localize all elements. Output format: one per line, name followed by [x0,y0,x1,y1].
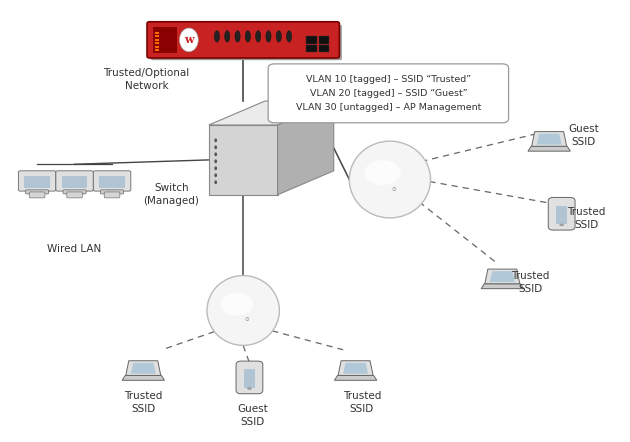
Text: ⊙: ⊙ [392,187,396,192]
Ellipse shape [214,145,217,149]
Polygon shape [122,375,164,380]
FancyBboxPatch shape [56,171,93,191]
Polygon shape [490,271,515,282]
Ellipse shape [350,141,430,218]
Ellipse shape [245,30,251,42]
Ellipse shape [276,30,282,42]
Text: Guest
SSID: Guest SSID [237,404,268,427]
FancyBboxPatch shape [268,64,508,123]
Ellipse shape [364,160,401,185]
FancyBboxPatch shape [151,25,342,60]
FancyBboxPatch shape [154,32,159,34]
Text: Trusted
SSID: Trusted SSID [568,207,606,230]
Text: Guest
SSID: Guest SSID [568,124,599,148]
Polygon shape [338,361,373,375]
FancyBboxPatch shape [548,198,575,230]
Ellipse shape [287,30,292,42]
Ellipse shape [220,293,253,316]
FancyBboxPatch shape [236,361,263,394]
FancyBboxPatch shape [63,190,86,194]
Ellipse shape [266,30,271,42]
Text: Trusted
SSID: Trusted SSID [124,391,163,414]
Ellipse shape [207,275,280,345]
FancyBboxPatch shape [25,176,50,187]
FancyBboxPatch shape [101,190,123,194]
FancyBboxPatch shape [26,190,49,194]
FancyBboxPatch shape [154,46,159,47]
FancyBboxPatch shape [93,171,131,191]
Polygon shape [537,134,562,145]
FancyBboxPatch shape [152,27,177,53]
Polygon shape [532,132,566,146]
Ellipse shape [214,166,217,170]
Ellipse shape [559,224,564,226]
Text: VLAN 10 [tagged] – SSID “Trusted”
VLAN 20 [tagged] – SSID “Guest”
VLAN 30 [untag: VLAN 10 [tagged] – SSID “Trusted” VLAN 2… [295,75,481,112]
Polygon shape [278,101,334,195]
FancyBboxPatch shape [67,192,83,198]
Polygon shape [485,269,520,284]
Ellipse shape [256,30,261,42]
Ellipse shape [248,388,251,389]
Text: Trusted
SSID: Trusted SSID [343,391,381,414]
Ellipse shape [180,28,198,52]
Polygon shape [209,125,278,195]
Text: ⊙: ⊙ [244,317,249,322]
FancyBboxPatch shape [154,49,159,51]
Ellipse shape [225,30,230,42]
Ellipse shape [214,180,217,184]
Polygon shape [528,146,570,151]
FancyBboxPatch shape [62,176,88,187]
Polygon shape [481,284,524,289]
FancyBboxPatch shape [104,192,120,198]
FancyBboxPatch shape [154,39,159,41]
FancyBboxPatch shape [30,192,45,198]
Ellipse shape [235,30,240,42]
FancyBboxPatch shape [100,176,125,187]
Polygon shape [126,361,161,375]
FancyBboxPatch shape [154,35,159,37]
Text: Switch
(Managed): Switch (Managed) [144,183,199,206]
FancyBboxPatch shape [306,36,317,44]
FancyBboxPatch shape [306,45,317,52]
FancyBboxPatch shape [244,369,255,388]
Ellipse shape [214,30,220,42]
Polygon shape [209,101,334,125]
FancyBboxPatch shape [154,42,159,44]
Text: Wired LAN: Wired LAN [47,244,101,254]
Polygon shape [343,363,368,373]
Ellipse shape [214,152,217,156]
FancyBboxPatch shape [319,45,329,52]
FancyBboxPatch shape [319,36,329,44]
Ellipse shape [214,173,217,177]
Polygon shape [131,363,156,373]
Text: Trusted
SSID: Trusted SSID [512,271,549,293]
FancyBboxPatch shape [556,206,567,224]
Polygon shape [335,375,377,380]
Text: Trusted/Optional
Network: Trusted/Optional Network [103,68,190,91]
Text: w: w [184,34,193,45]
FancyBboxPatch shape [18,171,56,191]
Ellipse shape [214,138,217,142]
FancyBboxPatch shape [147,22,340,58]
Ellipse shape [214,160,217,163]
